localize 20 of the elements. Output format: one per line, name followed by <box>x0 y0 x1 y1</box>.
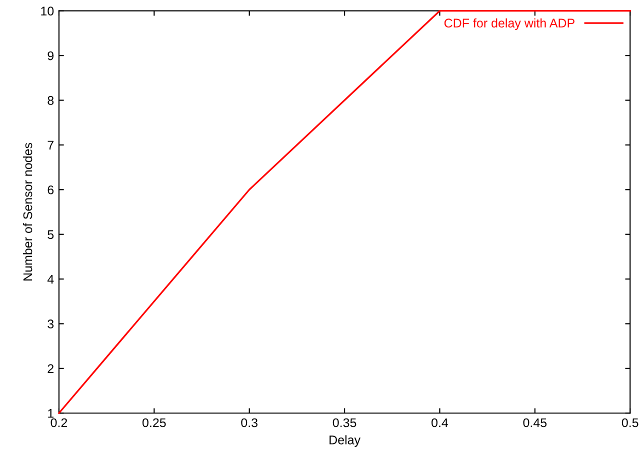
y-tick-label: 10 <box>41 6 54 16</box>
y-tick-label: 5 <box>48 230 54 239</box>
y-tick-label: 4 <box>47 274 54 284</box>
y-tick-label: 8 <box>48 96 54 105</box>
x-tick-label: 0.35 <box>332 418 356 428</box>
y-tick-label: 7 <box>48 140 54 150</box>
y-tick-label: 6 <box>48 185 54 194</box>
x-axis-title: Delay <box>330 435 360 447</box>
x-tick-label: 0.5 <box>622 418 638 428</box>
y-tick-label: 9 <box>48 51 54 60</box>
y-tick-label: 2 <box>48 364 54 373</box>
y-axis-title: Number of Sensor nodes <box>23 142 32 280</box>
x-tick-label: 0.3 <box>241 418 258 428</box>
y-tick-label: 1 <box>48 409 54 418</box>
legend-label: CDF for delay with ADP <box>444 18 574 30</box>
y-tick-label: 3 <box>48 320 54 328</box>
x-tick-label: 0.25 <box>142 418 166 428</box>
x-tick-label: 0.4 <box>432 418 448 428</box>
x-tick-label: 0.45 <box>523 418 547 428</box>
x-tick-label: 0.2 <box>50 418 68 428</box>
